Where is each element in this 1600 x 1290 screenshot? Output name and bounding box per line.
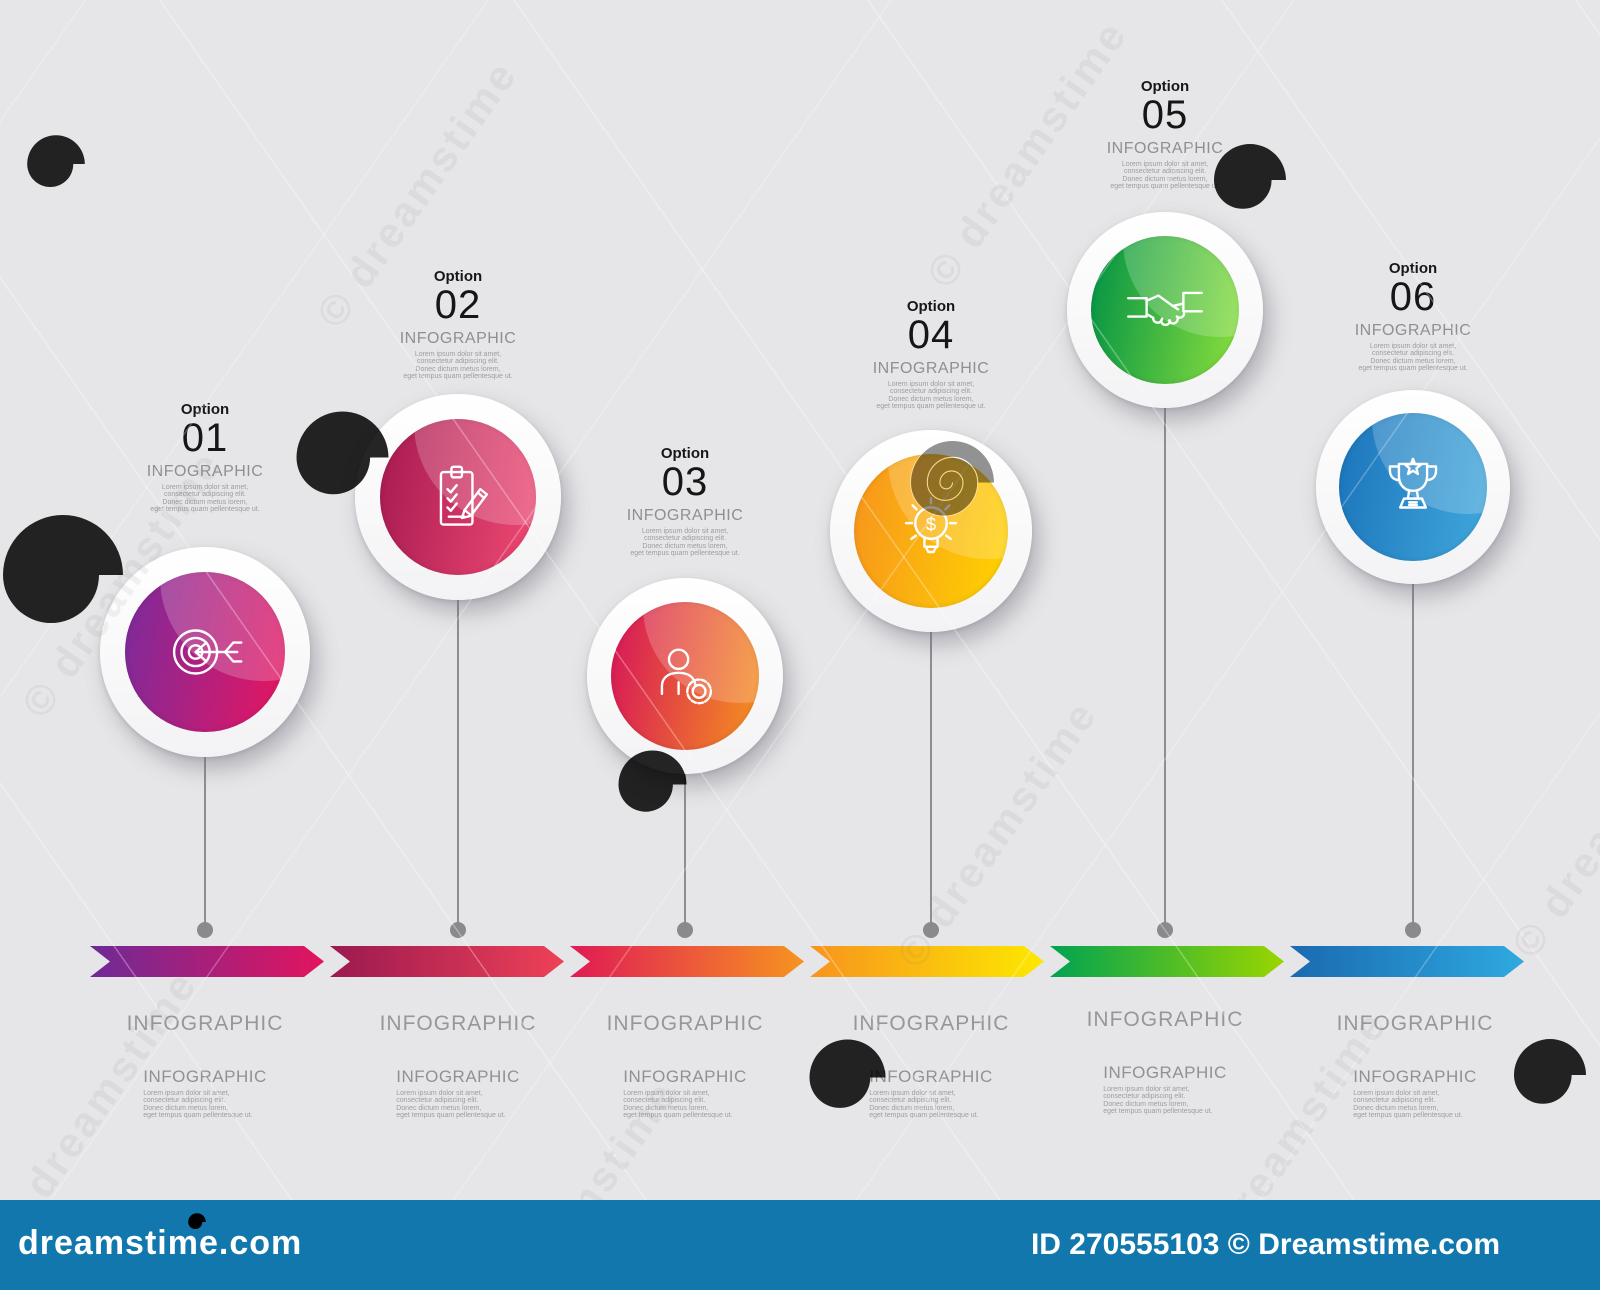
option-label: Option — [1140, 78, 1190, 95]
bottom-section-1: INFOGRAPHIC INFOGRAPHIC Lorem ipsum dolo… — [75, 1012, 335, 1122]
connector-dot — [197, 922, 213, 938]
connector-line — [930, 531, 932, 930]
option-number: 02 — [434, 283, 482, 327]
bottom-subheading: INFOGRAPHIC — [623, 1067, 747, 1086]
step-circle — [100, 547, 310, 757]
option-label: Option — [660, 445, 710, 462]
step-circle — [587, 578, 783, 774]
bottom-body-text: Lorem ipsum dolor sit amet, consectetur … — [1353, 1090, 1463, 1119]
bottom-body-text: Lorem ipsum dolor sit amet, consectetur … — [396, 1090, 506, 1119]
bottom-body-text: Lorem ipsum dolor sit amet, consectetur … — [623, 1090, 733, 1119]
arrow-segment-6 — [1290, 946, 1524, 977]
step-label-block: Option 04 INFOGRAPHIC Lorem ipsum dolor … — [821, 298, 1041, 410]
image-id-text: ID 270555103 © Dreamstime.com — [1030, 1228, 1500, 1261]
bottom-subheading: INFOGRAPHIC — [1353, 1067, 1477, 1086]
bottom-heading: INFOGRAPHIC — [852, 1012, 1010, 1035]
step-circle — [1316, 390, 1510, 584]
connector-line — [1164, 310, 1166, 930]
bottom-heading: INFOGRAPHIC — [1086, 1008, 1244, 1031]
option-label: Option — [906, 298, 956, 315]
bottom-heading: INFOGRAPHIC — [379, 1012, 537, 1035]
bottom-subheading: INFOGRAPHIC — [869, 1067, 993, 1086]
bottom-section-6: INFOGRAPHIC INFOGRAPHIC Lorem ipsum dolo… — [1285, 1012, 1545, 1122]
bottom-section-4: INFOGRAPHIC INFOGRAPHIC Lorem ipsum dolo… — [801, 1012, 1061, 1122]
bottom-heading: INFOGRAPHIC — [1336, 1012, 1494, 1035]
step-label-block: Option 05 INFOGRAPHIC Lorem ipsum dolor … — [1055, 78, 1275, 190]
connector-dot — [1405, 922, 1421, 938]
step-label-block: Option 02 INFOGRAPHIC Lorem ipsum dolor … — [348, 268, 568, 380]
step-heading: INFOGRAPHIC — [399, 330, 517, 347]
bottom-body-text: Lorem ipsum dolor sit amet, consectetur … — [869, 1090, 979, 1119]
bottom-subheading: INFOGRAPHIC — [1103, 1063, 1227, 1082]
option-number: 04 — [907, 313, 955, 357]
arrow-segment-3 — [570, 946, 804, 977]
step-circle — [1067, 212, 1263, 408]
connector-dot — [450, 922, 466, 938]
option-number: 05 — [1141, 93, 1189, 137]
arrow-segment-1 — [90, 946, 324, 977]
step-heading: INFOGRAPHIC — [146, 463, 264, 480]
connector-line — [204, 652, 206, 930]
step-circle-face — [1339, 413, 1487, 561]
step-heading: INFOGRAPHIC — [626, 507, 744, 524]
option-number: 06 — [1389, 275, 1437, 319]
step-body-text: Lorem ipsum dolor sit amet, consectetur … — [403, 351, 513, 380]
dreamstime-logo-text: dreamstime.com — [18, 1224, 303, 1262]
dreamstime-logo: dreamstime.com — [18, 1213, 303, 1263]
bottom-body-text: Lorem ipsum dolor sit amet, consectetur … — [1103, 1086, 1213, 1115]
step-body-text: Lorem ipsum dolor sit amet, consectetur … — [1358, 343, 1468, 372]
step-label-block: Option 06 INFOGRAPHIC Lorem ipsum dolor … — [1303, 260, 1523, 372]
connector-line — [1412, 487, 1414, 930]
arrow-segment-4 — [810, 946, 1044, 977]
step-body-text: Lorem ipsum dolor sit amet, consectetur … — [1110, 161, 1220, 190]
bottom-heading: INFOGRAPHIC — [126, 1012, 284, 1035]
step-circle-face — [1090, 235, 1240, 385]
watermark-footer-bar: dreamstime.com ID 270555103 © Dreamstime… — [0, 1200, 1600, 1290]
bottom-subheading: INFOGRAPHIC — [143, 1067, 267, 1086]
step-body-text: Lorem ipsum dolor sit amet, consectetur … — [150, 484, 260, 513]
step-circle — [355, 394, 561, 600]
step-heading: INFOGRAPHIC — [1354, 322, 1472, 339]
watermark-text: © dreamstime — [1502, 681, 1600, 966]
connector-dot — [923, 922, 939, 938]
bottom-section-5: INFOGRAPHIC INFOGRAPHIC Lorem ipsum dolo… — [1035, 1008, 1295, 1118]
bulb-dollar-icon: $ — [889, 489, 973, 573]
target-arrow-icon — [162, 609, 248, 695]
option-number: 01 — [181, 416, 229, 460]
step-body-text: Lorem ipsum dolor sit amet, consectetur … — [630, 528, 740, 557]
bottom-heading: INFOGRAPHIC — [606, 1012, 764, 1035]
handshake-icon — [1123, 268, 1207, 352]
step-body-text: Lorem ipsum dolor sit amet, consectetur … — [876, 381, 986, 410]
step-circle-face — [125, 572, 285, 732]
bottom-section-2: INFOGRAPHIC INFOGRAPHIC Lorem ipsum dolo… — [328, 1012, 588, 1122]
bottom-section-3: INFOGRAPHIC INFOGRAPHIC Lorem ipsum dolo… — [555, 1012, 815, 1122]
bottom-subheading: INFOGRAPHIC — [396, 1067, 520, 1086]
option-number: 03 — [661, 460, 709, 504]
step-circle-face — [379, 418, 537, 576]
option-label: Option — [1388, 260, 1438, 277]
connector-line — [457, 497, 459, 930]
option-label: Option — [433, 268, 483, 285]
step-label-block: Option 03 INFOGRAPHIC Lorem ipsum dolor … — [575, 445, 795, 557]
clipboard-check-icon — [416, 455, 500, 539]
step-circle-face — [610, 601, 760, 751]
user-gear-icon — [644, 635, 726, 717]
svg-text:$: $ — [926, 513, 936, 534]
connector-dot — [677, 922, 693, 938]
bottom-body-text: Lorem ipsum dolor sit amet, consectetur … — [143, 1090, 253, 1119]
step-heading: INFOGRAPHIC — [1106, 140, 1224, 157]
watermark-text: © dreamstime — [887, 691, 1107, 976]
trophy-icon — [1372, 446, 1454, 528]
step-circle: $ — [830, 430, 1032, 632]
logo-spiral-icon — [188, 1213, 206, 1230]
arrow-segment-2 — [330, 946, 564, 977]
step-circle-face: $ — [854, 454, 1008, 608]
watermark-spiral — [27, 135, 85, 188]
connector-dot — [1157, 922, 1173, 938]
step-heading: INFOGRAPHIC — [872, 360, 990, 377]
option-label: Option — [180, 401, 230, 418]
step-label-block: Option 01 INFOGRAPHIC Lorem ipsum dolor … — [95, 401, 315, 513]
arrow-segment-5 — [1050, 946, 1284, 977]
